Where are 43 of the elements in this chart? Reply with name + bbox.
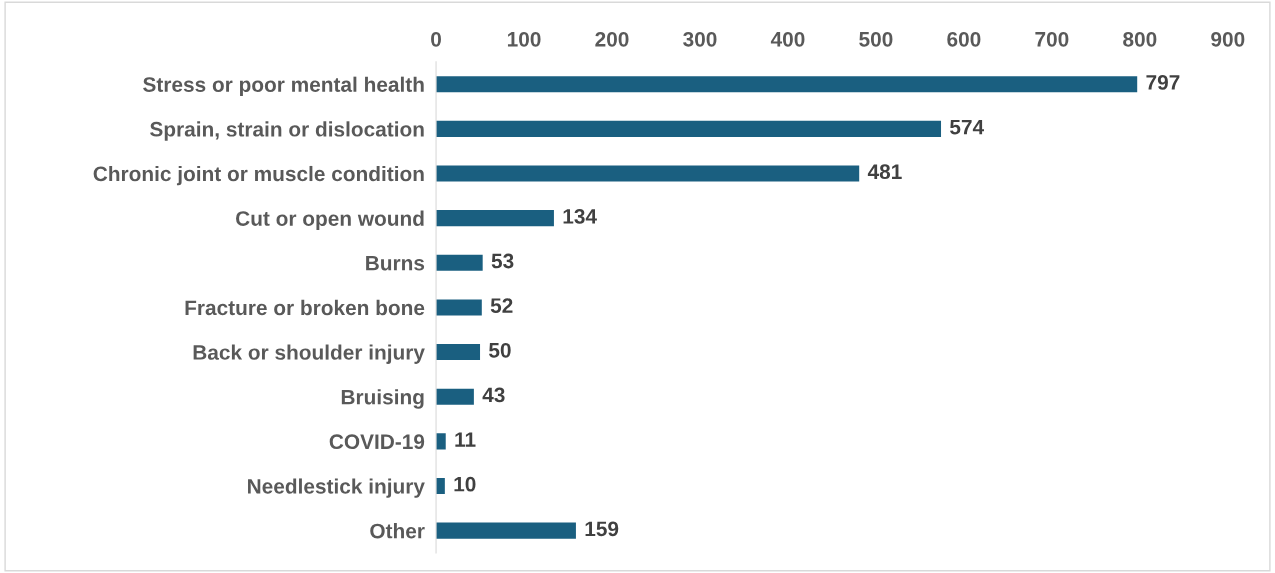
data-label: 11: [455, 432, 476, 447]
y-tick-label: Burns: [366, 255, 425, 271]
y-tick-label: Bruising: [341, 389, 424, 409]
data-label: 134: [563, 208, 597, 224]
y-tick-label: Other: [370, 523, 425, 539]
bar: [436, 522, 576, 539]
bar: [436, 120, 942, 137]
data-label: 43: [482, 387, 505, 403]
bar: [436, 388, 474, 405]
y-tick-label: Cut or open wound: [236, 210, 424, 230]
x-tick-label: 700: [1035, 31, 1069, 47]
data-label: 52: [490, 298, 513, 314]
x-tick-label: 200: [595, 31, 629, 47]
data-label: 574: [950, 119, 985, 135]
x-tick-label: 300: [683, 31, 717, 47]
data-label: 159: [585, 521, 619, 537]
x-tick-label: 900: [1211, 31, 1245, 47]
data-label: 797: [1146, 75, 1180, 90]
y-tick-label: Back or shoulder injury: [193, 344, 425, 364]
y-tick-label: Chronic joint or muscle condition: [93, 165, 424, 186]
data-label: 481: [867, 164, 902, 180]
x-tick-label: 500: [859, 31, 893, 47]
bar: [436, 165, 860, 182]
x-tick-label: 0: [431, 31, 441, 47]
y-tick-label: COVID-19: [329, 434, 425, 450]
y-tick-label: Fracture or broken bone: [185, 299, 425, 316]
x-tick-label: 100: [507, 31, 541, 47]
bar: [436, 477, 445, 495]
data-label: 10: [454, 476, 476, 492]
bar: [436, 344, 481, 361]
bar: [436, 433, 446, 450]
x-tick-label: 600: [947, 31, 981, 47]
bar: [436, 299, 482, 316]
y-tick-label: Stress or poor mental health: [143, 76, 424, 97]
bar: [436, 254, 483, 271]
y-tick-label: Needlestick injury: [248, 478, 425, 498]
bar: [436, 76, 1138, 93]
bar: [436, 210, 554, 227]
data-label: 53: [491, 253, 514, 269]
data-label: 50: [489, 342, 511, 358]
y-tick-label: Sprain, strain or dislocation: [150, 121, 424, 141]
x-tick-label: 800: [1123, 31, 1157, 47]
x-tick-label: 400: [770, 31, 805, 47]
